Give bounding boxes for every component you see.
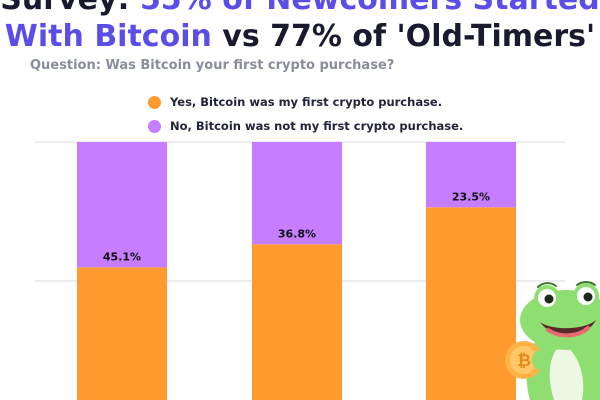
- chart-legend: Yes, Bitcoin was my first crypto purchas…: [148, 91, 548, 139]
- title-suffix: vs 77% of 'Old-Timers': [211, 19, 596, 54]
- bar-yes-3: [426, 207, 516, 400]
- bar-yes-2: [252, 244, 342, 400]
- bar-layer: [77, 142, 516, 400]
- bar-no-2: [252, 142, 342, 245]
- legend-swatch-no: [148, 119, 161, 133]
- label-layer: 45.1% 36.8% 23.5%: [103, 190, 490, 263]
- title-highlight-2: With Bitcoin: [4, 19, 212, 54]
- legend-label-yes: Yes, Bitcoin was my first crypto purchas…: [170, 95, 443, 109]
- legend-item-no: No, Bitcoin was not my first crypto purc…: [148, 115, 548, 137]
- data-label-no-3: 23.5%: [452, 190, 490, 203]
- chart-title-line-2: With Bitcoin vs 77% of 'Old-Timers': [0, 19, 600, 55]
- data-label-no-2: 36.8%: [278, 227, 316, 240]
- title-highlight-1: 55% of Newcomers Started: [140, 0, 600, 17]
- bar-no-1: [77, 142, 167, 268]
- legend-label-no: No, Bitcoin was not my first crypto purc…: [170, 119, 464, 133]
- legend-item-yes: Yes, Bitcoin was my first crypto purchas…: [148, 91, 548, 113]
- legend-swatch-yes: [148, 95, 161, 109]
- bar-yes-1: [77, 267, 167, 400]
- bar-no-3: [426, 142, 516, 208]
- survey-question: Question: Was Bitcoin your first crypto …: [30, 58, 395, 73]
- chart-title-line-1: Survey: 55% of Newcomers Started: [0, 0, 600, 18]
- title-prefix: Survey:: [0, 0, 140, 17]
- data-label-no-1: 45.1%: [103, 250, 141, 263]
